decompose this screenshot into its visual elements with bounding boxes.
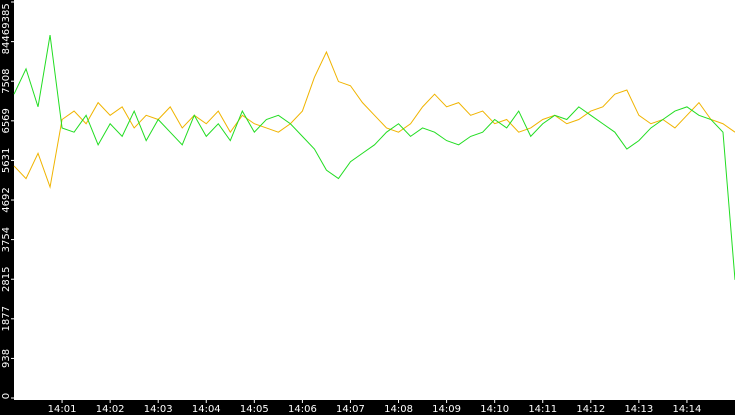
- y-tick-label: 1877: [1, 306, 12, 331]
- y-axis-bar: [0, 0, 14, 415]
- x-tick-label: 14:08: [384, 404, 413, 415]
- y-tick-label: 7508: [1, 68, 12, 93]
- y-tick-label: 6569: [1, 108, 12, 133]
- y-tick-label: 5631: [1, 148, 12, 173]
- x-tick-label: 14:07: [336, 404, 365, 415]
- y-tick-label: 2815: [1, 266, 12, 291]
- x-tick-label: 14:04: [192, 404, 221, 415]
- x-tick-label: 14:11: [528, 404, 557, 415]
- series-line: [13, 50, 735, 189]
- y-tick-label: 0: [1, 393, 12, 399]
- x-tick-label: 14:01: [48, 404, 77, 415]
- series-line: [13, 35, 735, 280]
- y-tick-label: 938: [1, 349, 12, 368]
- y-tick-label: 8446: [1, 29, 12, 54]
- x-tick-label: 14:03: [144, 404, 173, 415]
- x-tick-label: 14:13: [624, 404, 653, 415]
- y-tick-label: 9385: [1, 3, 12, 28]
- x-tick-label: 14:12: [576, 404, 605, 415]
- x-axis-bar: [0, 400, 735, 415]
- x-tick-label: 14:14: [673, 404, 702, 415]
- x-tick-label: 14:05: [240, 404, 269, 415]
- x-tick-label: 14:09: [432, 404, 461, 415]
- x-tick-label: 14:02: [96, 404, 125, 415]
- x-tick-label: 14:10: [480, 404, 509, 415]
- x-tick-label: 14:06: [288, 404, 317, 415]
- y-tick-label: 3754: [1, 227, 12, 252]
- y-tick-label: 4692: [1, 187, 12, 212]
